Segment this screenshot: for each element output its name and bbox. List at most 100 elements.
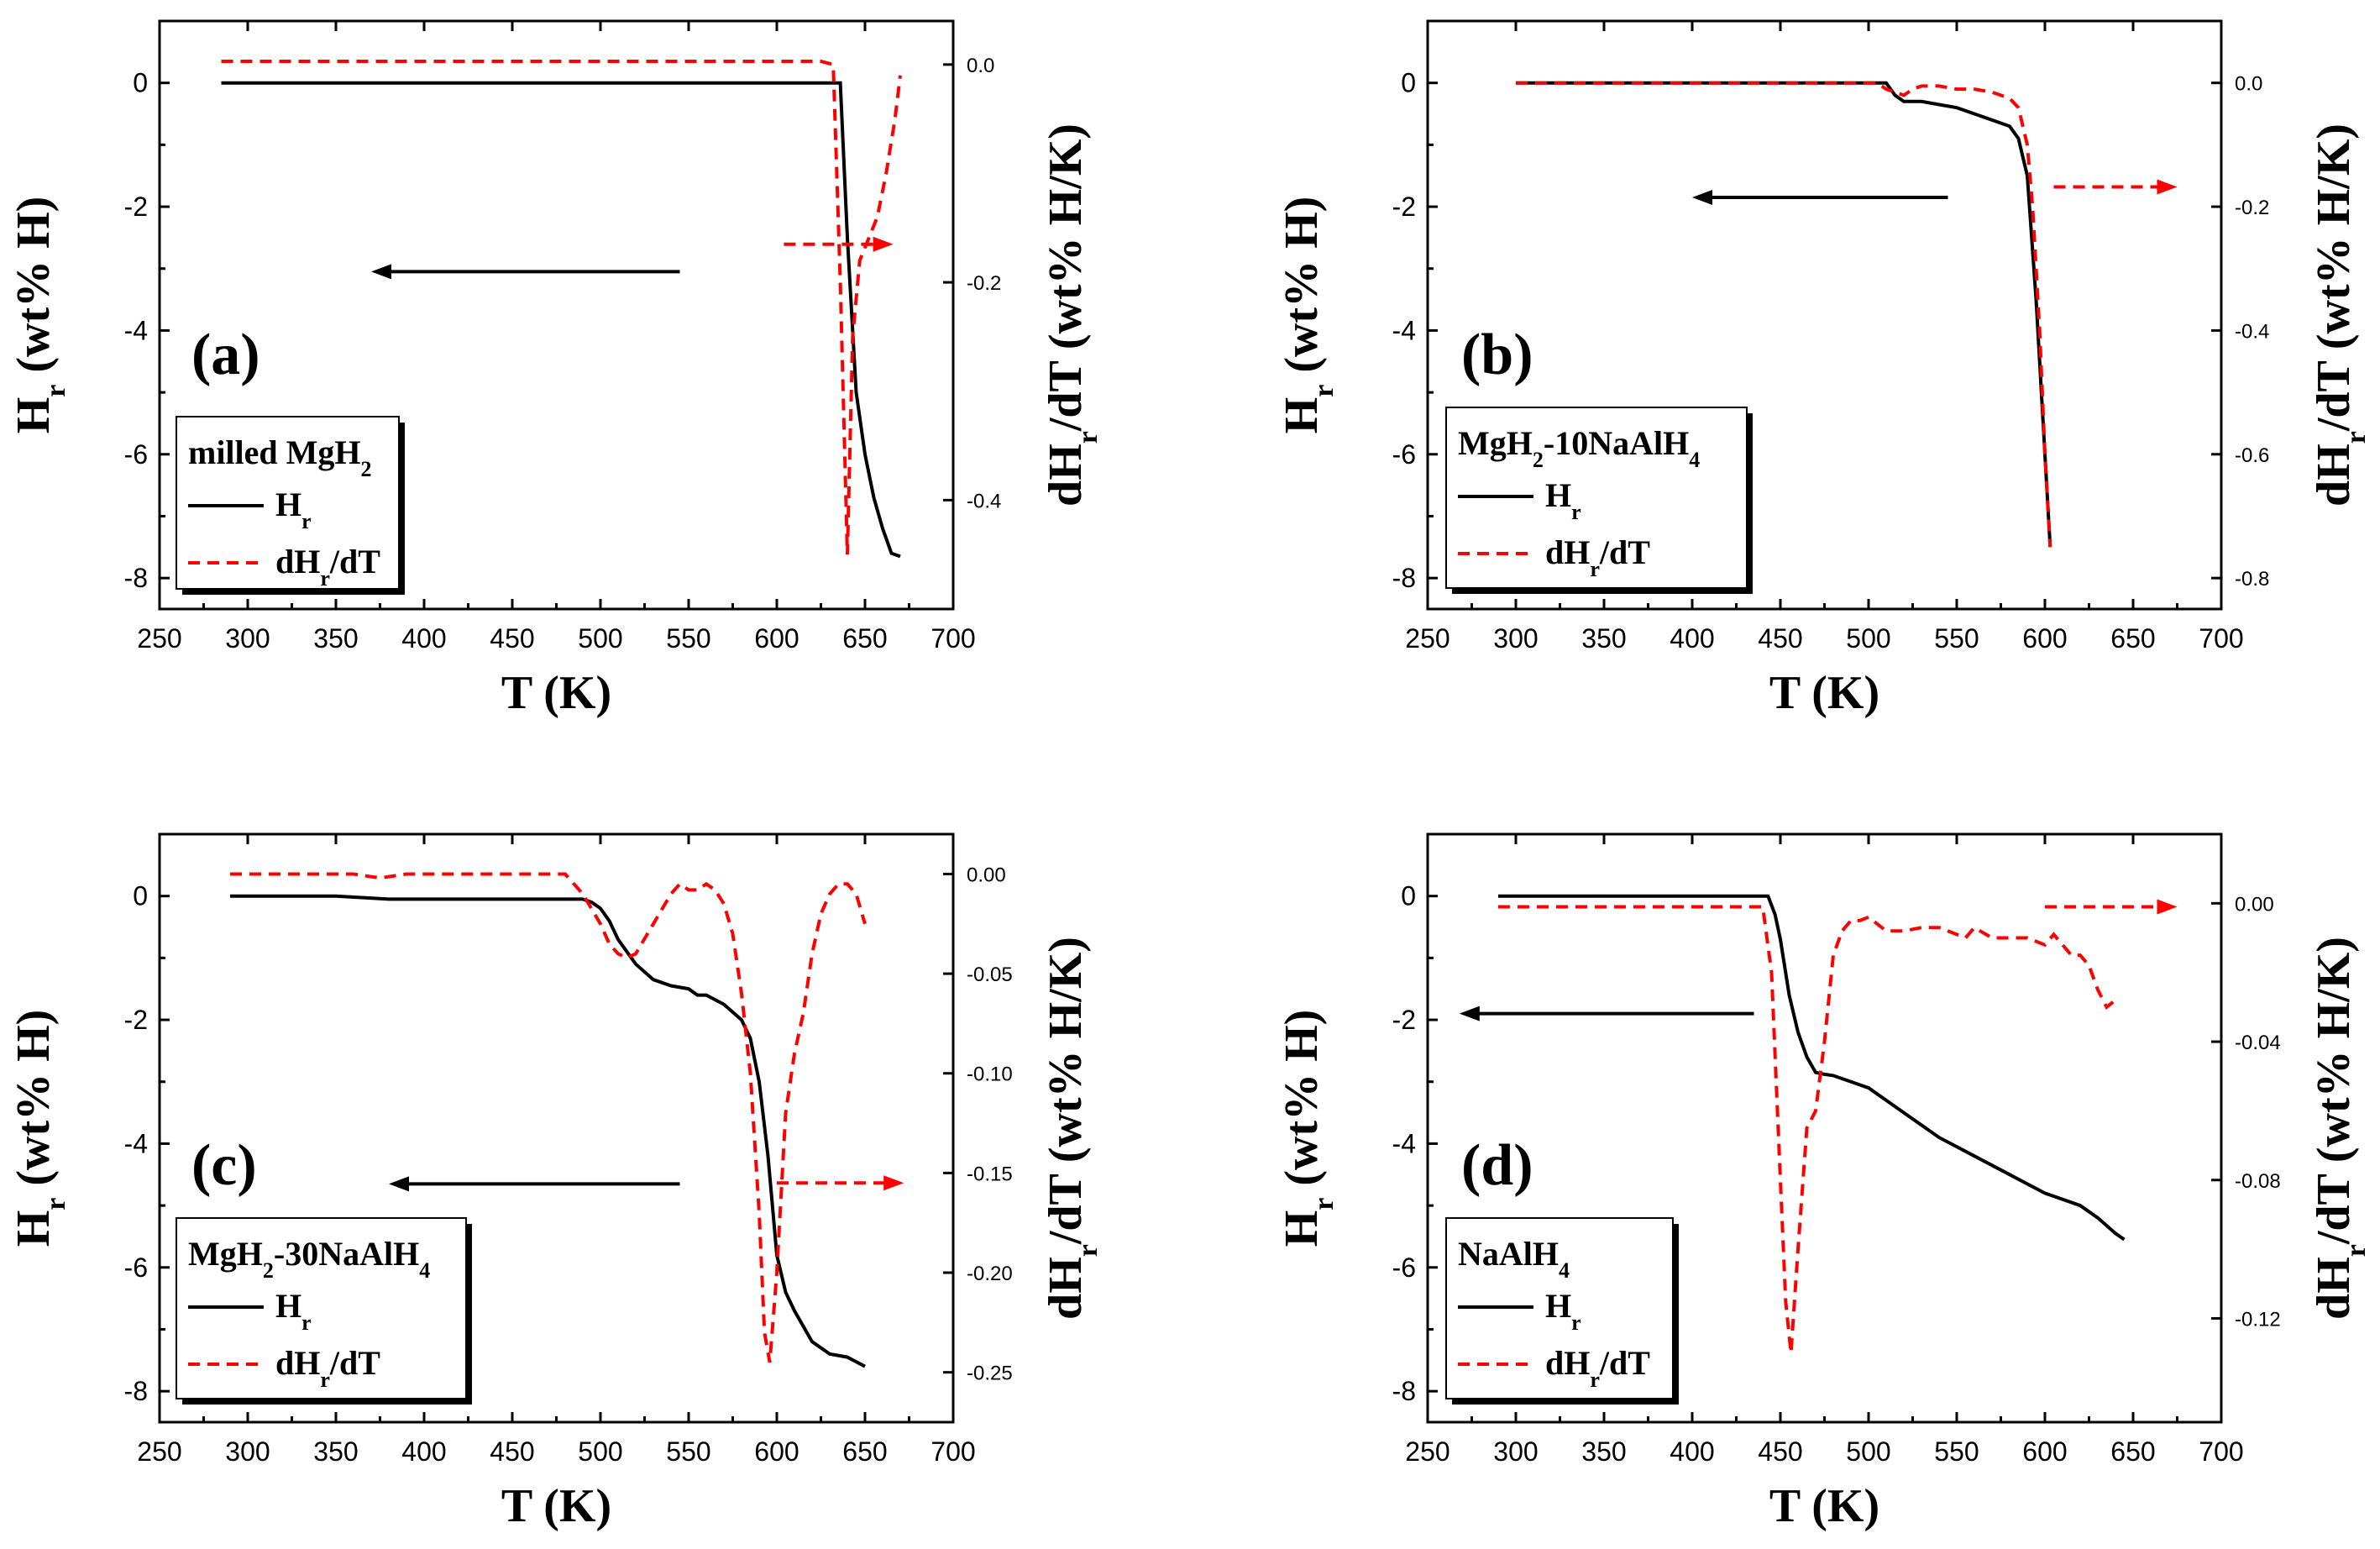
y2-tick-label: -0.05 — [967, 964, 1013, 986]
y2-tick-label: 0.0 — [2235, 73, 2262, 96]
y-axis-title-sub: r — [40, 385, 71, 397]
y-tick-label: -8 — [1392, 563, 1416, 593]
x-tick-label: 500 — [1846, 1436, 1890, 1467]
y-axis-title: Hr (wt% H) — [1276, 197, 1339, 434]
y2-axis-title: dHr/dT (wt% H/K) — [2308, 937, 2372, 1320]
legend-entry-main: H — [1545, 476, 1571, 514]
panel-label: (c) — [191, 1133, 257, 1198]
y2-axis-title: dHr/dT (wt% H/K) — [1040, 937, 1104, 1320]
x-tick-label: 700 — [2199, 1436, 2243, 1467]
x-axis-title: T (K) — [1769, 1480, 1879, 1532]
legend-title-main: MgH — [188, 1235, 263, 1273]
y2-axis-title: dHr/dT (wt% H/K) — [2308, 123, 2372, 507]
y-axis-title-tail: (wt% H) — [1276, 197, 1328, 385]
x-tick-label: 450 — [490, 623, 534, 654]
y-tick-label: -2 — [124, 192, 148, 222]
y2-axis-title-tail: /dT (wt% H/K) — [1040, 123, 1092, 432]
y-axis-title-main: H — [8, 1210, 60, 1247]
y2-tick-label: 0.0 — [967, 55, 994, 77]
y-axis-title-sub: r — [1308, 1198, 1339, 1210]
y-axis-title-sub: r — [40, 1198, 71, 1210]
y-tick-label: -8 — [124, 563, 148, 593]
legend-title-sub: 2 — [263, 1258, 274, 1283]
legend-entry-sub: r — [1571, 500, 1581, 524]
legend-title-sub: 2 — [361, 457, 372, 481]
x-tick-label: 650 — [2110, 1436, 2155, 1467]
series-line-Hr — [221, 81, 901, 559]
y2-tick-label: 0.00 — [2235, 893, 2274, 916]
x-tick-label: 300 — [1493, 623, 1538, 654]
legend-title: NaAlH4 — [1458, 1235, 1570, 1283]
x-tick-label: 350 — [1581, 1436, 1626, 1467]
legend-entry-label: dHr/dT — [1545, 1344, 1650, 1392]
panel-label: (b) — [1461, 323, 1533, 387]
y2-tick-label: -0.4 — [967, 490, 1001, 512]
x-tick-label: 450 — [490, 1436, 534, 1467]
x-tick-label: 550 — [1934, 1436, 1979, 1467]
y-tick-label: -2 — [1392, 1005, 1416, 1035]
y2-axis-title-main: dH — [1040, 1257, 1092, 1320]
legend-entry-sub: r — [301, 509, 312, 533]
legend-entry-sub: r — [1571, 1310, 1581, 1335]
x-tick-label: 650 — [842, 623, 887, 654]
x-tick-label: 400 — [1670, 1436, 1714, 1467]
x-tick-label: 400 — [1670, 623, 1714, 654]
x-tick-label: 600 — [754, 623, 799, 654]
y2-tick-label: -0.2 — [967, 272, 1001, 295]
series-line-dHr-dT — [1498, 905, 2117, 1353]
arrow-head — [1459, 1006, 1480, 1021]
series-line-dHr-dT — [230, 872, 867, 1363]
arrow-head — [371, 264, 391, 280]
legend-entry-tail: /dT — [1599, 533, 1650, 571]
legend-entry-main: dH — [275, 543, 320, 580]
y-axis-title-main: H — [8, 397, 60, 434]
y-tick-label: -6 — [124, 439, 148, 470]
y-tick-label: -4 — [1392, 1128, 1416, 1158]
y2-axis-title-main: dH — [2308, 1257, 2360, 1320]
x-tick-label: 350 — [1581, 623, 1626, 654]
series-line-Hr — [1516, 81, 2052, 548]
chart-panel-2: 250 300 350 400 450 500 550 600 650 700 0 -2 -4 -6 -8 0… — [8, 832, 1104, 1532]
x-tick-label: 350 — [313, 623, 358, 654]
y2-tick-label: -0.4 — [2235, 320, 2269, 343]
legend-title-sub2: 4 — [419, 1258, 430, 1283]
legend-entry-main: H — [275, 1287, 301, 1325]
y-axis-title: Hr (wt% H) — [8, 197, 71, 434]
legend-entry-main: H — [275, 486, 301, 523]
x-tick-label: 250 — [1405, 1436, 1449, 1467]
y-axis-title: Hr (wt% H) — [1276, 1010, 1339, 1247]
series-line-Hr — [230, 894, 866, 1368]
series-line-dHr-dT — [1516, 81, 2052, 548]
x-tick-label: 650 — [842, 1436, 887, 1467]
y2-tick-label: -0.15 — [967, 1163, 1013, 1185]
x-tick-label: 450 — [1758, 623, 1802, 654]
y2-tick-label: -0.20 — [967, 1263, 1013, 1285]
legend-entry-sub: r — [320, 1368, 330, 1392]
legend-entry-label: dHr/dT — [275, 543, 380, 591]
y2-axis-title-sub: r — [2341, 431, 2372, 444]
x-tick-label: 600 — [754, 1436, 799, 1467]
panel-label: (d) — [1461, 1133, 1533, 1198]
y2-tick-label: -0.6 — [2235, 444, 2269, 467]
y-tick-label: 0 — [1401, 68, 1416, 98]
y-tick-label: -2 — [1392, 192, 1416, 222]
x-tick-label: 650 — [2110, 623, 2155, 654]
x-axis-title: T (K) — [1769, 667, 1879, 719]
y2-tick-label: 0.00 — [967, 864, 1006, 886]
x-tick-label: 500 — [578, 1436, 622, 1467]
legend-entry-main: dH — [1545, 1344, 1590, 1382]
legend-entry-tail: /dT — [1599, 1344, 1650, 1382]
chart-panel-0: 250 300 350 400 450 500 550 600 650 700 0 -2 -4 -6 -8 0… — [8, 19, 1104, 719]
x-tick-label: 250 — [1405, 623, 1449, 654]
x-tick-label: 250 — [137, 623, 181, 654]
y2-axis-title-main: dH — [2308, 444, 2360, 507]
y2-tick-label: -0.2 — [2235, 197, 2269, 219]
y-tick-label: -2 — [124, 1005, 148, 1035]
x-tick-label: 250 — [137, 1436, 181, 1467]
arrow-head — [1692, 190, 1712, 205]
y-tick-label: -8 — [124, 1376, 148, 1406]
y-tick-label: -6 — [124, 1252, 148, 1283]
x-tick-label: 700 — [2199, 623, 2243, 654]
y-tick-label: -4 — [1392, 315, 1416, 345]
